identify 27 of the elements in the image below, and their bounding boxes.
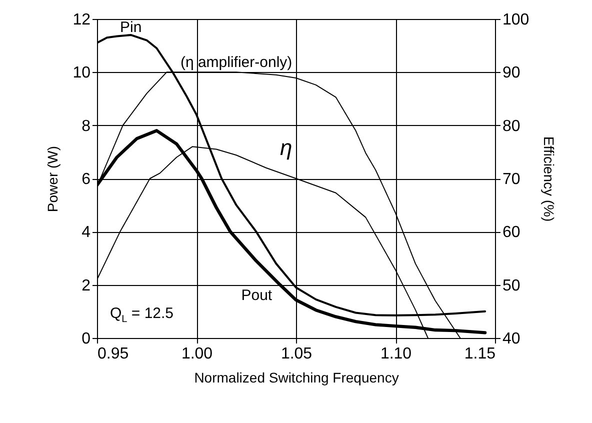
x-axis-title: Normalized Switching Frequency xyxy=(194,370,399,386)
y-tick-label: 4 xyxy=(82,224,91,242)
y2-tick-label: 90 xyxy=(502,64,520,82)
x-tick-label: 1.00 xyxy=(181,346,213,362)
y2-axis-title: Efficiency (%) xyxy=(541,136,558,222)
series-label: η xyxy=(280,134,292,160)
annotation: Q$_{L}$ = 12.5 xyxy=(110,305,174,325)
y-axis-title: Power (W) xyxy=(44,146,61,212)
y-tick-label: 2 xyxy=(82,277,91,294)
y-tick-label: 6 xyxy=(82,171,91,188)
y-tick-label: 12 xyxy=(72,12,91,28)
x-tick-label: 1.05 xyxy=(280,346,312,362)
y2-tick-label: 40 xyxy=(502,330,520,348)
series-label: Pin xyxy=(120,18,142,36)
y-tick-label: 10 xyxy=(72,64,91,82)
x-tick-label: 1.15 xyxy=(464,346,496,362)
y2-tick-label: 60 xyxy=(502,224,520,242)
x-tick-label: 0.95 xyxy=(98,346,129,362)
y-tick-label: 8 xyxy=(82,118,91,135)
y2-tick-label: 100 xyxy=(502,12,530,28)
x-tick-label: 1.10 xyxy=(380,346,412,362)
y2-tick-label: 50 xyxy=(502,277,520,294)
y2-tick-label: 80 xyxy=(502,118,520,135)
y-tick-label: 0 xyxy=(82,330,91,348)
y2-tick-label: 70 xyxy=(502,171,520,188)
series-label: (η amplifier-only) xyxy=(180,54,292,72)
series-label: Pout xyxy=(241,286,273,304)
